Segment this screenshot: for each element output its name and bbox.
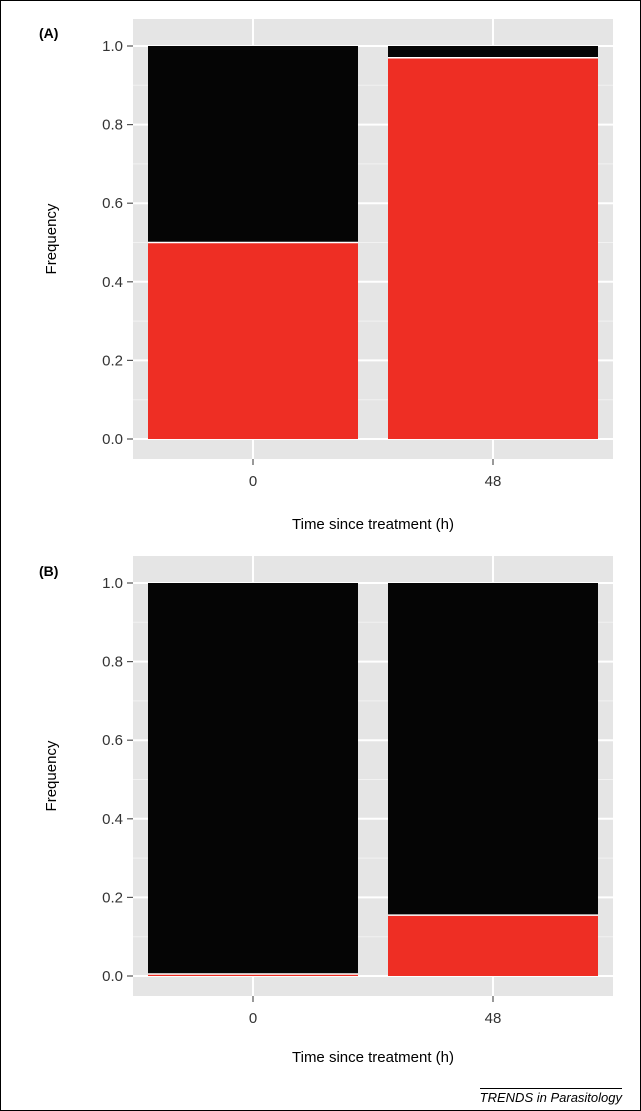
x-axis-title: Time since treatment (h) [292, 516, 454, 533]
chart-panel-b: 0.0 0.2 0.4 0.6 0.8 1.0 0 48 Time since treatmen… [39, 556, 613, 1066]
y-tick-label: 0.0 [102, 968, 123, 985]
panel-label: (A) [39, 25, 58, 41]
bar-segment [388, 57, 598, 439]
y-tick-label: 0.6 [102, 195, 123, 212]
y-tick-label: 1.0 [102, 38, 123, 55]
bar-segment [388, 46, 598, 58]
bar-segment [388, 915, 598, 976]
y-tick-label: 0.8 [102, 117, 123, 134]
y-axis-title: Frequency [43, 203, 60, 274]
bar-segment [148, 974, 358, 976]
bar-segment [388, 583, 598, 916]
bar-segment [148, 583, 358, 975]
x-axis-title: Time since treatment (h) [292, 1049, 454, 1066]
journal-credit: TRENDS in Parasitology [479, 1088, 622, 1105]
x-tick-label: 48 [485, 1010, 502, 1027]
y-tick-label: 1.0 [102, 575, 123, 592]
panel-label: (B) [39, 563, 58, 579]
y-tick-label: 0.2 [102, 352, 123, 369]
y-tick-label: 0.2 [102, 889, 123, 906]
x-tick-label: 0 [249, 1010, 257, 1027]
y-tick-label: 0.4 [102, 274, 123, 291]
y-axis-title: Frequency [43, 740, 60, 811]
x-tick-label: 0 [249, 473, 257, 490]
x-tick-label: 48 [485, 473, 502, 490]
bar-segment [148, 242, 358, 439]
y-tick-label: 0.4 [102, 811, 123, 828]
y-tick-label: 0.6 [102, 732, 123, 749]
y-tick-label: 0.8 [102, 654, 123, 671]
chart-panel-a: 0.0 0.2 0.4 0.6 0.8 1.0 0 48 Time since treatmen… [39, 19, 613, 533]
bar-segment [148, 46, 358, 243]
y-tick-label: 0.0 [102, 431, 123, 448]
